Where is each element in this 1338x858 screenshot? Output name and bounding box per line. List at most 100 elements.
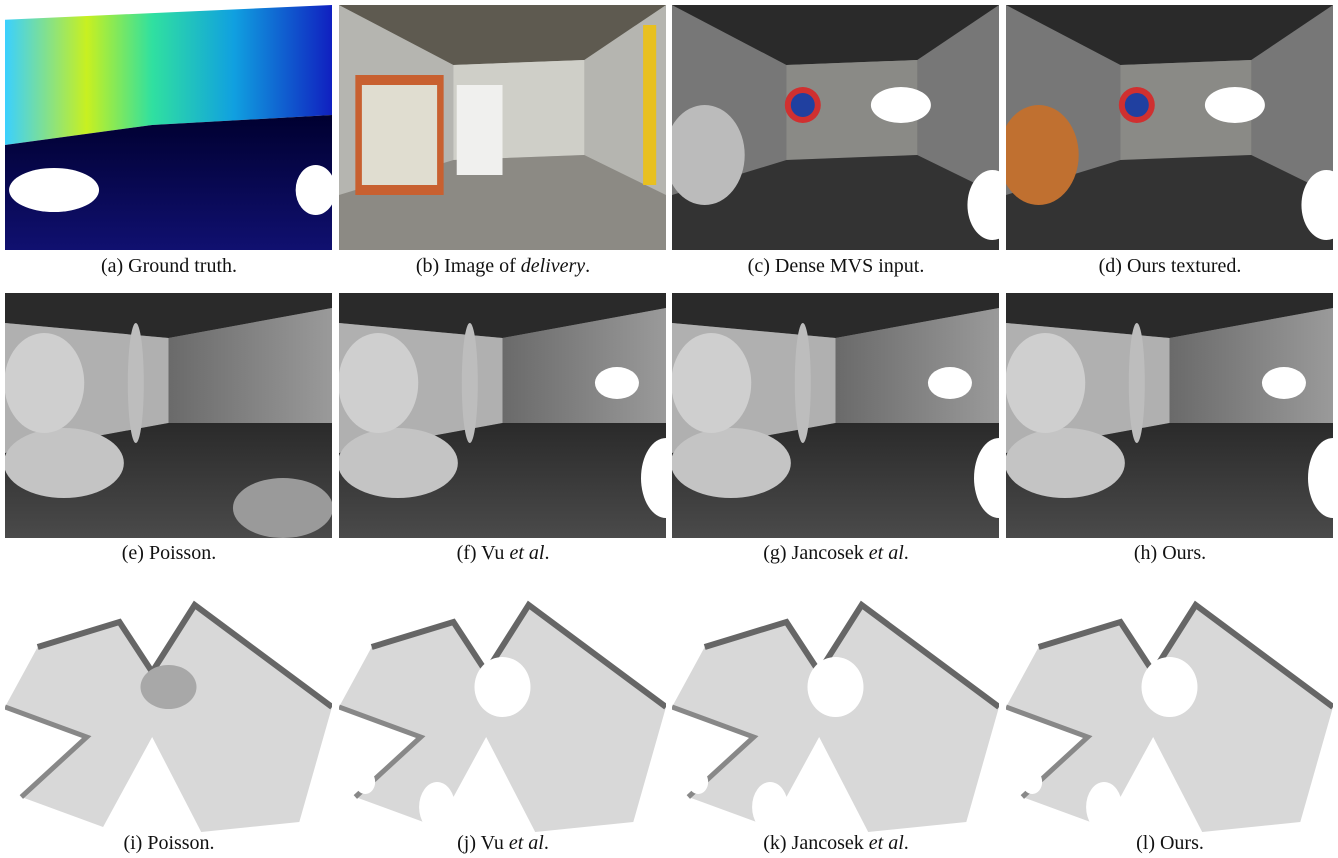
blob <box>672 333 752 433</box>
panel-caption: (d) Ours textured. <box>1006 254 1334 278</box>
blob <box>927 367 972 399</box>
panel-image <box>339 293 666 538</box>
blob <box>672 105 745 205</box>
blob <box>1128 323 1145 443</box>
region <box>1120 60 1252 160</box>
region <box>339 5 666 65</box>
image-content <box>672 5 999 250</box>
blob <box>474 657 531 717</box>
region <box>1006 5 1333 65</box>
blob <box>355 770 376 794</box>
image-content <box>339 5 666 250</box>
blob <box>974 438 999 518</box>
blob <box>870 87 931 123</box>
blob <box>9 168 100 212</box>
blob <box>1261 367 1306 399</box>
caption-text: (f) Vu <box>456 542 510 564</box>
caption-tail: . <box>903 832 909 854</box>
caption-em: et al <box>509 542 545 564</box>
panel-caption: (a) Ground truth. <box>5 254 333 278</box>
region <box>1006 293 1333 338</box>
region <box>339 605 666 832</box>
blob <box>127 323 144 443</box>
caption-em: et al <box>868 542 904 564</box>
blob <box>790 93 815 117</box>
region <box>5 605 332 832</box>
blob <box>461 323 478 443</box>
blob <box>419 782 456 832</box>
caption-text: (h) Ours. <box>1133 542 1207 564</box>
region <box>786 60 918 160</box>
image-content <box>5 5 332 250</box>
blob <box>1124 93 1149 117</box>
blob <box>807 657 864 717</box>
panel-image <box>5 597 332 832</box>
image-content <box>1006 5 1333 250</box>
panel-caption: (i) Poisson. <box>5 831 333 855</box>
image-content <box>672 597 999 832</box>
image-content <box>672 293 999 538</box>
region <box>672 293 999 338</box>
region <box>672 5 999 65</box>
region <box>361 85 438 185</box>
blob <box>752 782 789 832</box>
region <box>672 605 999 832</box>
image-content <box>339 597 666 832</box>
blob <box>641 438 666 518</box>
caption-text: (k) Jancosek <box>763 832 869 854</box>
caption-em: et al <box>508 832 544 854</box>
panel-image <box>5 293 332 538</box>
region <box>456 85 503 175</box>
caption-text: (b) Image of <box>415 255 521 277</box>
blob <box>295 165 332 215</box>
region <box>1006 605 1333 832</box>
panel-caption: (k) Jancosek et al. <box>672 831 1000 855</box>
region <box>5 115 332 250</box>
panel-caption: (e) Poisson. <box>5 541 333 565</box>
caption-tail: . <box>903 542 909 564</box>
blob <box>339 428 458 498</box>
panel-image <box>339 5 666 250</box>
image-content <box>5 293 332 538</box>
region <box>5 5 332 145</box>
blob <box>5 333 85 433</box>
blob <box>1006 105 1079 205</box>
region <box>672 155 999 250</box>
blob <box>1204 87 1265 123</box>
region <box>643 25 657 185</box>
caption-text: (a) Ground truth. <box>100 255 238 277</box>
edge <box>5 704 92 799</box>
panel-image <box>672 5 999 250</box>
blob <box>5 428 124 498</box>
blob <box>1022 770 1043 794</box>
region <box>339 293 666 338</box>
blob <box>1006 428 1125 498</box>
caption-tail: . <box>544 542 550 564</box>
panel-caption: (l) Ours. <box>1006 831 1334 855</box>
caption-em: et al <box>868 832 904 854</box>
image-content <box>1006 293 1333 538</box>
caption-em: delivery <box>520 255 586 277</box>
caption-text: (g) Jancosek <box>763 542 869 564</box>
blob <box>672 428 791 498</box>
panel-caption: (g) Jancosek et al. <box>672 541 1000 565</box>
caption-text: (j) Vu <box>457 832 509 854</box>
blob <box>794 323 811 443</box>
blob <box>1006 333 1086 433</box>
caption-text: (e) Poisson. <box>121 542 217 564</box>
caption-tail: . <box>585 255 591 277</box>
edge <box>672 704 759 799</box>
blob <box>967 170 999 240</box>
blob <box>688 770 709 794</box>
panel-caption: (j) Vu et al. <box>339 831 667 855</box>
edge <box>1006 704 1093 799</box>
panel-image <box>1006 293 1333 538</box>
caption-text: (l) Ours. <box>1136 832 1204 854</box>
panel-caption: (f) Vu et al. <box>339 541 667 565</box>
blob <box>140 665 197 709</box>
blob <box>232 478 332 538</box>
edge <box>339 704 426 799</box>
region <box>168 308 332 423</box>
